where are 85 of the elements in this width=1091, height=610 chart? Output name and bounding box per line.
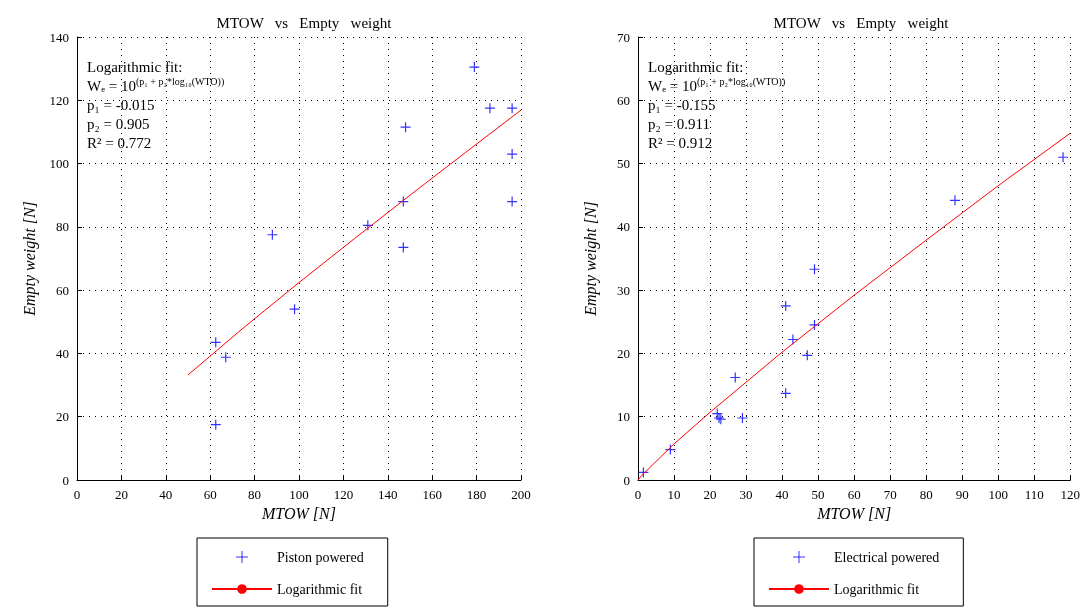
y-tick-label: 70 [617, 29, 630, 45]
y-tick-label: 40 [617, 219, 630, 235]
annotation: Logarithmic fit: [87, 58, 183, 75]
x-axis-title: MTOW [N] [261, 505, 336, 523]
annotation: p₁ = -0.155 [648, 96, 716, 113]
legend-label: Piston powered [277, 549, 364, 565]
point [506, 148, 518, 160]
x-tick-label: 0 [73, 487, 81, 502]
x-tick-label: 110 [1024, 487, 1044, 502]
point [808, 319, 821, 331]
y-tick-label: 20 [617, 345, 630, 361]
y-tick-label: 0 [62, 472, 69, 488]
y-axis-title: Empty weight [N] [20, 201, 39, 317]
x-tick-label: 180 [466, 487, 487, 502]
point [780, 300, 792, 312]
x-tick-label: 100 [289, 487, 309, 502]
point [220, 351, 232, 363]
y-tick-label: 100 [49, 156, 69, 172]
x-tick-label: 10 [667, 487, 681, 502]
y-tick-label: 30 [617, 282, 630, 298]
x-tick-label: 80 [919, 487, 933, 502]
y-tick-label: 0 [623, 472, 630, 488]
annotation: p₂ = 0.911 [648, 115, 710, 132]
y-axis-title: Empty weight [N] [581, 201, 600, 317]
x-tick-label: 50 [811, 487, 825, 502]
annotation: p₂ = 0.905 [87, 115, 150, 132]
legend-label: Electrical powered [834, 549, 940, 565]
x-axis-title: MTOW [N] [816, 505, 892, 523]
point [484, 102, 496, 114]
point [506, 102, 518, 114]
point [399, 121, 412, 133]
x-tick-label: 40 [775, 487, 789, 502]
x-tick-label: 60 [203, 487, 217, 502]
x-tick-label: 100 [988, 487, 1008, 502]
annotation: p₁ = -0.015 [87, 96, 155, 113]
annotation: Logarithmic fit: [648, 58, 744, 75]
point [362, 219, 374, 231]
point [397, 195, 409, 208]
x-tick-label: 200 [511, 487, 531, 502]
point [266, 229, 278, 241]
point [288, 303, 301, 315]
point [808, 263, 821, 275]
x-tick-label: 20 [703, 487, 717, 502]
y-tick-label: 60 [617, 92, 630, 108]
chart-title: MTOW vs Empty weight [773, 14, 950, 31]
y-tick-label: 50 [617, 156, 630, 172]
x-tick-label: 80 [248, 487, 262, 502]
y-tick-label: 120 [49, 92, 69, 108]
x-tick-label: 70 [883, 487, 897, 502]
point [787, 333, 799, 346]
point [780, 387, 792, 399]
point [949, 194, 961, 206]
point [801, 349, 813, 361]
x-tick-label: 30 [739, 487, 753, 502]
legend-label: Logarithmic fit [834, 581, 920, 597]
x-tick-label: 90 [955, 487, 969, 502]
point [637, 466, 649, 479]
annotation: R² = 0.912 [648, 134, 713, 151]
x-tick-label: 60 [847, 487, 861, 502]
point [397, 241, 409, 254]
y-tick-label: 140 [49, 29, 69, 45]
y-tick-label: 80 [56, 219, 69, 235]
y-tick-label: 20 [56, 409, 69, 425]
point [210, 419, 222, 431]
point [729, 371, 741, 384]
line-series [187, 109, 522, 376]
x-tick-label: 40 [159, 487, 173, 502]
x-tick-label: 160 [422, 487, 442, 502]
point [468, 61, 480, 73]
x-tick-label: 140 [378, 487, 398, 502]
x-tick-label: 120 [1060, 487, 1080, 502]
point [664, 444, 677, 456]
point [210, 336, 222, 348]
point [736, 412, 749, 424]
annotation: R² = 0.772 [87, 134, 152, 151]
chart-title: MTOW vs Empty weight [216, 14, 393, 31]
x-tick-label: 120 [333, 487, 354, 502]
point [1057, 151, 1069, 163]
y-tick-label: 10 [617, 409, 630, 425]
y-tick-label: 40 [56, 345, 69, 361]
x-tick-label: 0 [634, 487, 642, 502]
x-tick-label: 20 [114, 487, 128, 502]
point [506, 195, 518, 208]
legend-label: Logarithmic fit [277, 581, 363, 597]
y-tick-label: 60 [56, 282, 69, 298]
